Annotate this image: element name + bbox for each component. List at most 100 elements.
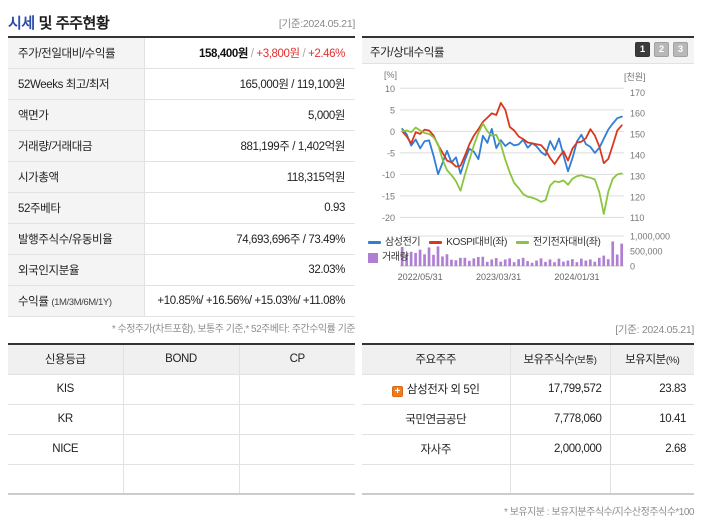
svg-text:5: 5 [390,105,395,115]
legend-item-sector: 전기전자대비(좌) [516,235,601,250]
table-row: 52Weeks 최고/최저 165,000원 / 119,100원 [8,68,355,100]
table-row: KIS [8,374,355,405]
chart-svg: 10 5 0 -5 -10 -15 -20 170 160 150 140 130 120 110 1,00… [382,84,670,282]
page-title-accent: 시세 [8,15,35,32]
shareholder-pct-1: 10.41 [610,404,694,435]
price-change: +3,800원 [256,47,300,60]
table-row: KR [8,404,355,435]
legend-item-volume: 거래량 [368,250,409,265]
table-row: 주가/전일대비/수익률 158,400원 / +3,800원 / +2.46% [8,37,355,69]
row-value-price: 158,400원 / +3,800원 / +2.46% [144,37,355,69]
row-label-par-value: 액면가 [8,99,145,131]
row-label-52w-highlow: 52Weeks 최고/최저 [8,68,145,100]
svg-text:160: 160 [630,109,645,119]
col-header-bond: BOND [123,344,240,375]
row-label-price: 주가/전일대비/수익률 [8,37,145,69]
svg-text:110: 110 [630,213,644,223]
returns-label-main: 수익률 [18,295,52,308]
row-label-beta: 52주베타 [8,192,145,224]
credit-agency-kis: KIS [8,374,124,405]
svg-text:170: 170 [630,88,645,98]
table-header-row: 주요주주 보유주식수(보통) 보유지분(%) [362,344,694,375]
col-header-shareholder: 주요주주 [362,344,511,375]
page-header: 시세 및 주주현황 [기준:2024.05.21] [0,12,702,36]
credit-bond-nice [123,434,240,465]
row-value-foreign-ratio: 32.03% [144,254,355,286]
right-axis-unit: [천원] [624,72,646,82]
table-row: 거래량/거래대금 881,199주 / 1,402억원 [8,130,355,162]
chart-panel: 주가/상대수익률 1 2 3 [%] [천원] 10 5 0 -5 -10 -15 -20 1… [362,36,694,312]
svg-text:10: 10 [385,84,395,94]
shareholder-shares-2: 2,000,000 [510,434,611,465]
svg-text:120: 120 [630,192,645,202]
credit-agency-kr: KR [8,404,124,435]
col-header-shares: 보유주식수(보통) [510,344,611,375]
page-title-rest: 및 주주현황 [34,15,110,32]
table-header-row: 신용등급 BOND CP [8,344,355,375]
table-row [8,464,355,495]
shareholder-label-0: 삼성전자 외 5인 [406,384,480,396]
svg-text:130: 130 [630,171,645,181]
row-label-returns: 수익률 (1M/3M/6M/1Y) [8,285,145,317]
shareholder-table-footnote: * 보유지분 : 보유지분주식수/지수산정주식수*100 [504,507,694,518]
table-row: 수익률 (1M/3M/6M/1Y) +10.85%/ +16.56%/ +15.… [8,285,355,317]
row-value-par-value: 5,000원 [144,99,355,131]
col-header-pct-sub: (%) [665,355,680,367]
col-header-shares-main: 보유주식수 [523,354,575,367]
row-label-volume: 거래량/거래대금 [8,130,145,162]
table-row: 발행주식수/유동비율 74,693,696주 / 73.49% [8,223,355,255]
row-label-foreign-ratio: 외국인지분율 [8,254,145,286]
chart-title-bar: 주가/상대수익률 1 2 3 [362,38,694,64]
svg-text:0: 0 [630,262,635,272]
chart-tab-1[interactable]: 1 [635,42,650,57]
shareholder-name-3 [362,464,511,495]
svg-text:0: 0 [390,127,395,137]
shareholder-pct-2: 2.68 [610,434,694,465]
credit-agency-nice: NICE [8,434,124,465]
legend-item-kospi: KOSPI대비(좌) [429,235,507,250]
credit-cp-kr [239,404,355,435]
row-label-market-cap: 시가총액 [8,161,145,193]
legend-label-volume: 거래량 [382,252,409,263]
header-as-of-date: [기준:2024.05.21] [278,18,355,30]
svg-text:2024/01/31: 2024/01/31 [554,272,599,282]
table-row: 액면가 5,000원 [8,99,355,131]
chart-plot-area: [%] [천원] 10 5 0 -5 -10 -15 -20 170 160 150 140 130 1… [362,64,694,312]
chart-tab-3[interactable]: 3 [673,42,688,57]
col-header-cp: CP [239,344,355,375]
row-label-shares-float: 발행주식수/유동비율 [8,223,145,255]
svg-text:-5: -5 [387,148,395,158]
major-shareholders-table: 주요주주 보유주식수(보통) 보유지분(%) + 삼성전자 외 5인 17,799… [362,343,694,495]
expand-plus-icon[interactable]: + [391,386,403,397]
quote-table: 주가/전일대비/수익률 158,400원 / +3,800원 / +2.46% … [8,36,355,317]
table-row: 시가총액 118,315억원 [8,161,355,193]
chart-title: 주가/상대수익률 [370,47,445,59]
returns-label-periods: (1M/3M/6M/1Y) [51,296,112,308]
svg-text:-15: -15 [382,191,395,201]
chart-tab-group: 1 2 3 [635,42,688,57]
svg-text:-20: -20 [382,213,395,223]
price-value: 158,400원 [199,47,248,60]
table-row: 52주베타 0.93 [8,192,355,224]
shareholder-shares-3 [510,464,611,495]
col-header-pct: 보유지분(%) [610,344,694,375]
shareholder-pct-3 [610,464,694,495]
credit-cp-nice [239,434,355,465]
shareholder-name-2: 자사주 [362,434,511,465]
price-change-rate: +2.46% [308,47,345,60]
chart-tab-2[interactable]: 2 [654,42,669,57]
shareholder-pct-0: 23.83 [610,374,694,405]
table-row: + 삼성전자 외 5인 17,799,572 23.83 [362,374,694,405]
quote-table-footnote: * 수정주가(차트포함), 보통주 기준,* 52주베타: 주간수익률 기준 [111,324,356,335]
holder-as-of-date: [기준: 2024.05.21] [615,324,694,336]
shareholder-name-1: 국민연금공단 [362,404,511,435]
col-header-agency: 신용등급 [8,344,124,375]
left-axis-unit: [%] [384,70,398,80]
shareholder-name-0: + 삼성전자 외 5인 [362,374,511,405]
legend-label-kospi: KOSPI대비(좌) [446,237,508,248]
shareholder-shares-0: 17,799,572 [510,374,611,405]
table-row [362,464,694,495]
credit-bond-kr [123,404,240,435]
legend-label-price: 삼성전기 [385,237,421,248]
